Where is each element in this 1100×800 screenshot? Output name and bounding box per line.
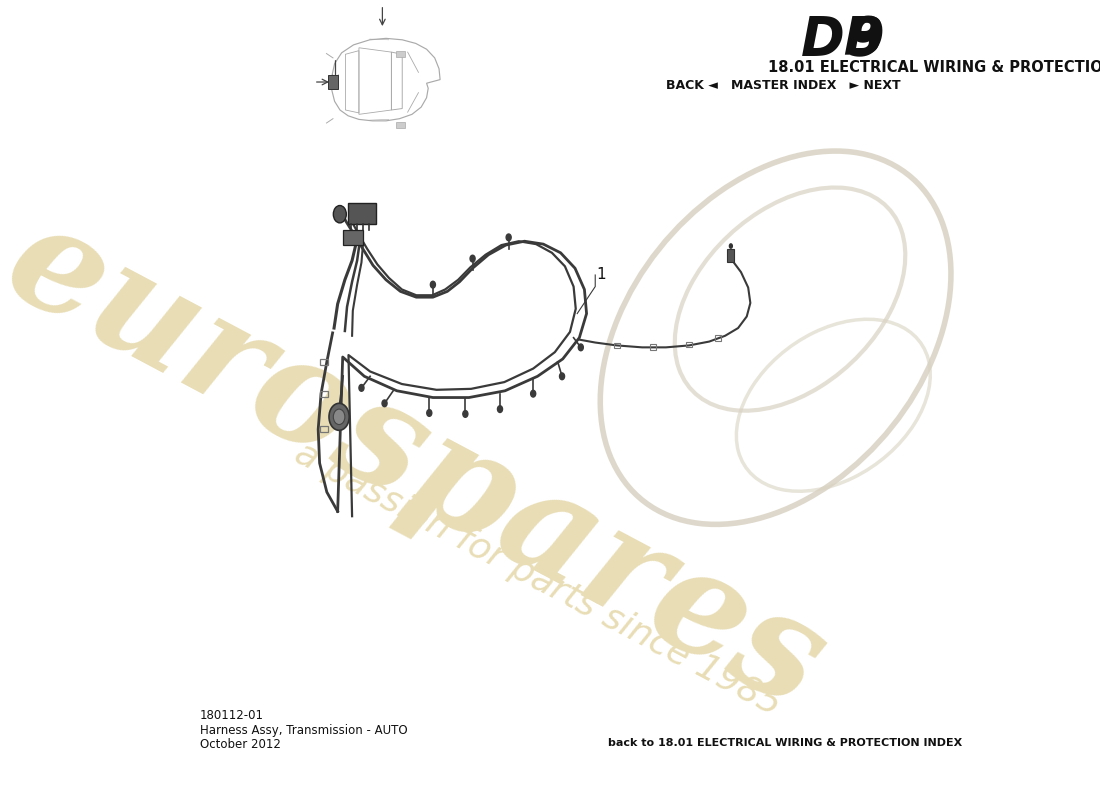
Bar	[349, 202, 376, 224]
Text: 9: 9	[848, 14, 884, 66]
Text: DB: DB	[801, 14, 884, 66]
Circle shape	[463, 410, 467, 418]
Circle shape	[359, 385, 364, 391]
Circle shape	[382, 400, 387, 406]
Text: 180112-01: 180112-01	[200, 709, 264, 722]
Circle shape	[427, 410, 432, 416]
Circle shape	[728, 243, 733, 249]
Text: October 2012: October 2012	[200, 738, 280, 751]
Bar	[727, 249, 735, 262]
Circle shape	[506, 234, 512, 241]
Bar	[320, 390, 328, 397]
Bar	[650, 345, 656, 350]
Circle shape	[430, 282, 436, 288]
Bar	[396, 51, 406, 57]
Text: 18.01 ELECTRICAL WIRING & PROTECTION: 18.01 ELECTRICAL WIRING & PROTECTION	[769, 60, 1100, 75]
Circle shape	[470, 255, 475, 262]
Bar	[320, 426, 328, 432]
Text: eurospares: eurospares	[0, 189, 847, 738]
Circle shape	[579, 344, 583, 350]
Circle shape	[329, 403, 349, 430]
Bar	[396, 122, 406, 128]
Bar	[614, 342, 619, 348]
Bar	[328, 75, 339, 89]
Circle shape	[560, 373, 564, 380]
Text: Harness Assy, Transmission - AUTO: Harness Assy, Transmission - AUTO	[200, 724, 407, 737]
Bar	[686, 342, 692, 347]
Text: BACK ◄   MASTER INDEX   ► NEXT: BACK ◄ MASTER INDEX ► NEXT	[666, 79, 900, 92]
Circle shape	[497, 406, 503, 413]
Bar	[715, 335, 720, 341]
Circle shape	[530, 390, 536, 397]
Text: back to 18.01 ELECTRICAL WIRING & PROTECTION INDEX: back to 18.01 ELECTRICAL WIRING & PROTEC…	[607, 738, 961, 748]
Text: 1: 1	[596, 267, 606, 282]
Circle shape	[333, 409, 345, 425]
Bar	[320, 359, 328, 365]
Bar	[343, 230, 363, 245]
Text: a passion for parts since 1985: a passion for parts since 1985	[288, 436, 786, 722]
Circle shape	[333, 206, 346, 223]
